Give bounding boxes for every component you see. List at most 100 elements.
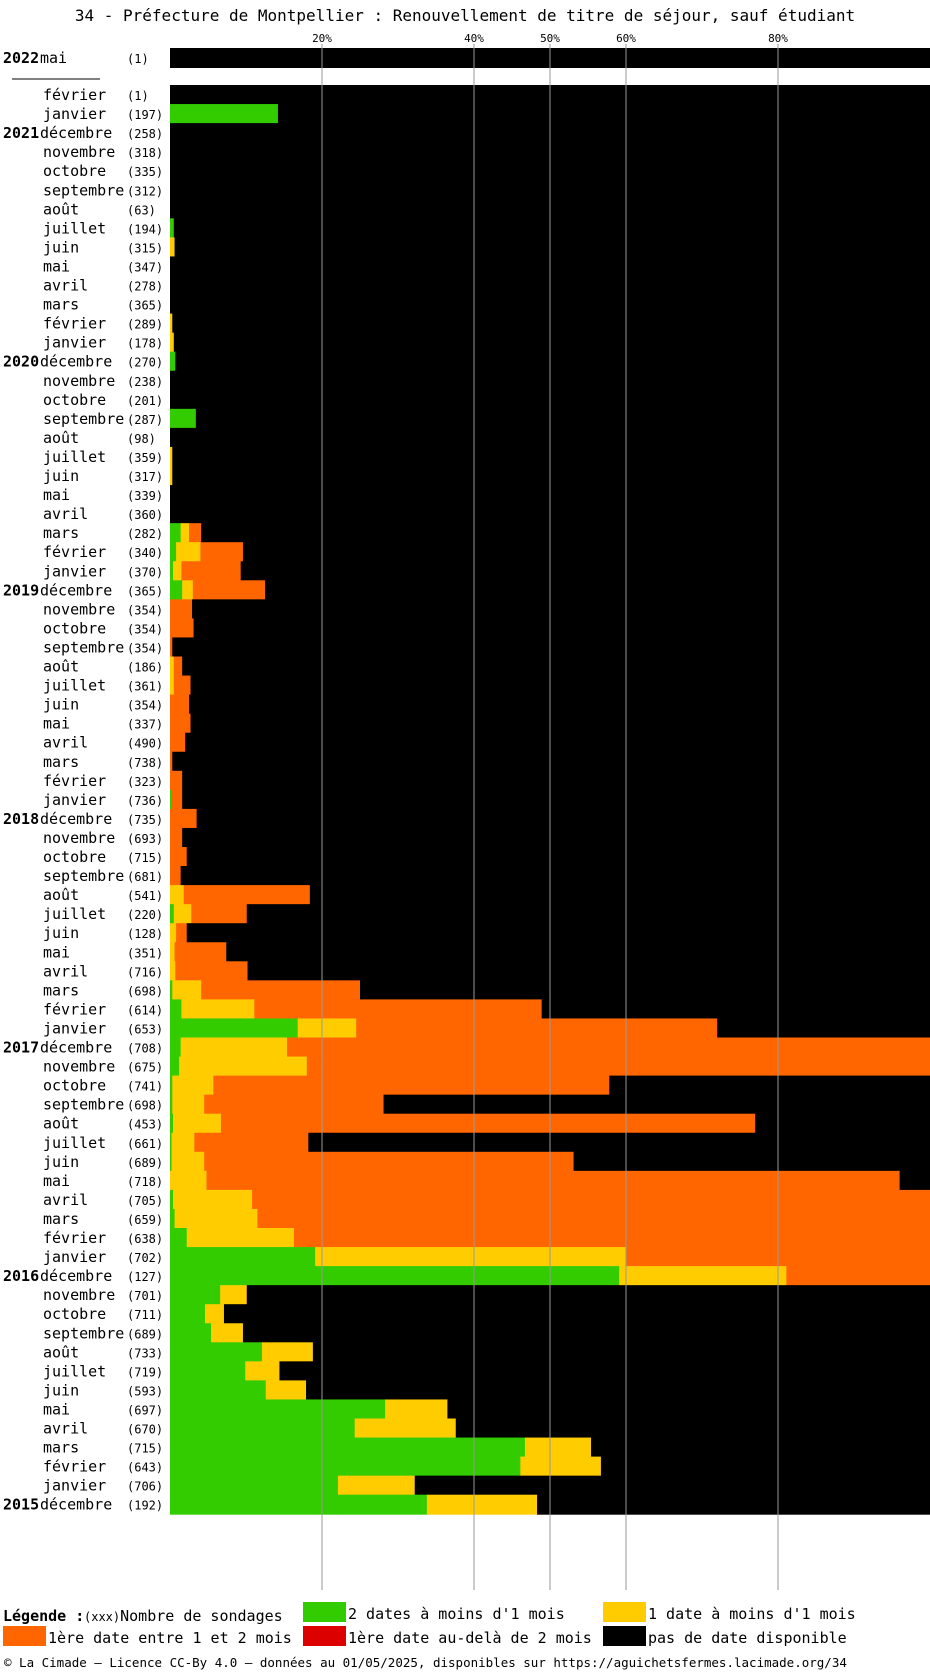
count-label: (675) — [127, 1061, 163, 1075]
bar-segment-green — [170, 1418, 356, 1439]
count-label: (733) — [127, 1346, 163, 1360]
count-label: (360) — [127, 508, 163, 522]
count-label: (701) — [127, 1289, 163, 1303]
month-label: octobre — [43, 1305, 106, 1323]
count-label: (738) — [127, 756, 163, 770]
bar-segment-yellow — [170, 675, 175, 696]
stacked-bar-chart: 20% 40% 50% 60% 80%2022 mai (1)février (1)janvi… — [3, 32, 930, 1590]
bar-segment-black — [899, 1170, 930, 1191]
bar-segment-yellow — [179, 1056, 308, 1077]
month-label: novembre — [43, 829, 115, 847]
bar-segment-orange — [173, 656, 183, 677]
bar-segment-yellow — [172, 1075, 214, 1096]
month-label: octobre — [43, 391, 106, 409]
bar-segment-yellow — [171, 1132, 195, 1153]
bar-segment-orange — [171, 789, 183, 810]
bar-segment-green — [170, 1208, 176, 1229]
bar-segment-black — [174, 237, 930, 258]
month-label: janvier — [43, 791, 106, 809]
bar-segment-green — [170, 1304, 206, 1325]
chart-title: 34 - Préfecture de Montpellier : Renouve… — [74, 6, 856, 25]
month-label: décembre — [40, 1039, 112, 1057]
bar-segment-yellow — [176, 542, 201, 563]
bar-segment-orange — [170, 847, 188, 867]
legend: Légende : (xxx)Nombre de sondages 2 dates … — [3, 1602, 856, 1647]
month-label: décembre — [40, 810, 112, 828]
count-label: (270) — [127, 356, 163, 370]
count-label: (370) — [127, 565, 163, 579]
month-label: juillet — [43, 448, 106, 466]
bar-segment-orange — [170, 827, 183, 848]
bar-segment-orange — [220, 1113, 756, 1134]
bar-segment-black — [360, 980, 930, 1001]
count-label: (359) — [127, 451, 163, 465]
bar-segment-orange — [183, 885, 311, 906]
bar-segment-green — [170, 1247, 316, 1268]
legend-item-label: pas de date disponible — [648, 1629, 847, 1647]
month-label: septembre — [43, 1324, 124, 1342]
month-label: juillet — [43, 905, 106, 923]
bar-segment-black — [414, 1475, 930, 1496]
count-label: (220) — [127, 908, 163, 922]
bar-segment-black — [190, 713, 930, 734]
legend-count-label: (xxx)Nombre de sondages — [84, 1607, 283, 1625]
bar-segment-black — [193, 618, 930, 639]
bar-segment-yellow — [180, 523, 190, 544]
month-label: septembre — [43, 867, 124, 885]
count-label: (192) — [127, 1499, 163, 1513]
bar-segment-green — [170, 1475, 339, 1496]
legend-item-label: 1ère date entre 1 et 2 mois — [48, 1629, 292, 1647]
bar-segment-yellow — [171, 1151, 205, 1172]
bar-segment-black — [180, 866, 930, 887]
bar-segment-black — [279, 1361, 930, 1382]
month-label: octobre — [43, 619, 106, 637]
month-label: juillet — [43, 1362, 106, 1380]
bar-segment-green — [170, 999, 182, 1020]
month-label: janvier — [43, 1248, 106, 1266]
count-label: (335) — [127, 165, 163, 179]
bar-segment-yellow — [172, 1094, 205, 1115]
month-label: février — [43, 543, 106, 561]
count-label: (659) — [127, 1213, 163, 1227]
bar-segment-black — [242, 1323, 930, 1344]
bar-segment-orange — [204, 1094, 385, 1115]
month-label: juin — [43, 1153, 79, 1171]
count-label: (681) — [127, 870, 163, 884]
month-label: août — [43, 200, 79, 218]
bar-segment-black — [246, 1285, 930, 1306]
bar-segment-orange — [176, 923, 188, 944]
month-label: février — [43, 86, 106, 104]
legend-swatch — [3, 1626, 46, 1646]
month-label: octobre — [43, 162, 106, 180]
month-label: juillet — [43, 219, 106, 237]
month-label: octobre — [43, 848, 106, 866]
bar-segment-green — [170, 104, 279, 125]
month-label: septembre — [43, 1096, 124, 1114]
month-label: avril — [43, 962, 88, 980]
bar-segment-black — [226, 942, 930, 963]
legend-item-label: 1 date à moins d'1 mois — [648, 1605, 856, 1623]
count-label: (278) — [127, 280, 163, 294]
x-tick-label: 50% — [540, 32, 560, 45]
month-label: avril — [43, 505, 88, 523]
count-label: (715) — [127, 1442, 163, 1456]
bar-segment-orange — [181, 561, 242, 582]
bar-segment-yellow — [337, 1475, 416, 1496]
bar-segment-green — [170, 1361, 246, 1382]
bar-segment-black — [242, 542, 930, 563]
bar-segment-orange — [174, 942, 227, 963]
x-tick-label: 80% — [768, 32, 788, 45]
month-label: septembre — [43, 181, 124, 199]
month-label: novembre — [43, 143, 115, 161]
legend-swatch — [303, 1602, 346, 1622]
month-label: septembre — [43, 638, 124, 656]
bar-segment-orange — [287, 1037, 930, 1058]
bar-segment-yellow — [261, 1342, 314, 1363]
bar-segment-black — [172, 466, 930, 486]
count-label: (98) — [127, 432, 156, 446]
bar-segment-black — [182, 827, 930, 848]
bar-segment-yellow — [170, 466, 173, 486]
count-label: (593) — [127, 1384, 163, 1398]
month-label: novembre — [43, 600, 115, 618]
bar-segment-black — [308, 1132, 930, 1153]
